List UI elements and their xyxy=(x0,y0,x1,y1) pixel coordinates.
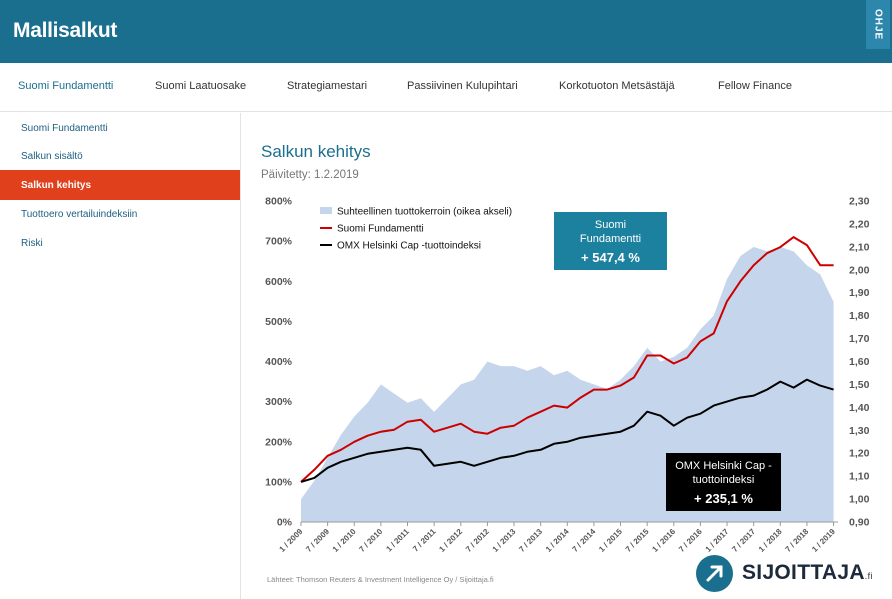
y-left-tick-label: 800% xyxy=(265,196,293,208)
legend-label: Suhteellinen tuottokerroin (oikea akseli… xyxy=(337,207,512,218)
index-return-callout: OMX Helsinki Cap - tuottoindeksi + 235,1… xyxy=(666,453,781,511)
tab-suomi-laatuosake[interactable]: Suomi Laatuosake xyxy=(155,80,247,92)
x-tick-label: 7 / 2015 xyxy=(624,527,651,554)
x-tick-label: 1 / 2016 xyxy=(650,527,677,554)
help-tab[interactable]: OHJE xyxy=(866,0,890,49)
sidebar-item-salkun-sisalto[interactable]: Salkun sisältö xyxy=(21,151,83,162)
x-tick-label: 7 / 2009 xyxy=(304,527,331,554)
y-left-tick-label: 100% xyxy=(265,476,293,488)
x-tick-label: 1 / 2017 xyxy=(704,527,731,554)
y-right-tick-label: 2,30 xyxy=(849,196,870,208)
y-right-tick-label: 1,50 xyxy=(849,379,870,391)
y-left-tick-label: 0% xyxy=(277,517,293,529)
legend-swatch-area xyxy=(320,207,332,214)
callout-value: + 547,4 % xyxy=(581,250,640,265)
x-tick-label: 7 / 2016 xyxy=(677,527,704,554)
x-tick-label: 7 / 2014 xyxy=(571,527,598,554)
tab-fellow-finance[interactable]: Fellow Finance xyxy=(718,80,792,92)
app-title: Mallisalkut xyxy=(13,19,118,42)
logo-suffix: .fi xyxy=(864,571,873,581)
callout-line1: OMX Helsinki Cap - xyxy=(675,460,772,472)
portfolio-tabs: Suomi Fundamentti Suomi Laatuosake Strat… xyxy=(0,63,892,112)
main-content: Salkun kehitys Päivitetty: 1.2.2019 800%… xyxy=(241,113,892,599)
x-tick-label: 7 / 2012 xyxy=(464,527,491,554)
omx-helsinki-cap-line xyxy=(300,378,834,483)
y-right-tick-label: 1,90 xyxy=(849,287,870,299)
y-left-tick-label: 400% xyxy=(265,356,293,368)
callout-value: + 235,1 % xyxy=(694,491,753,506)
callout-line2: tuottoindeksi xyxy=(692,474,755,486)
app-header: Mallisalkut OHJE xyxy=(0,0,892,63)
sidebar-item-tuottoero[interactable]: Tuottoero vertailuindeksiin xyxy=(21,209,138,220)
x-tick-label: 7 / 2018 xyxy=(784,527,811,554)
x-tick-label: 7 / 2013 xyxy=(517,527,544,554)
x-tick-label: 1 / 2012 xyxy=(437,527,464,554)
y-left-tick-label: 600% xyxy=(265,276,293,288)
y-right-tick-label: 2,20 xyxy=(849,218,870,230)
y-left-tick-label: 700% xyxy=(265,236,293,248)
x-tick-label: 1 / 2013 xyxy=(491,527,518,554)
x-tick-label: 1 / 2011 xyxy=(384,527,411,554)
y-left-tick-label: 200% xyxy=(265,436,293,448)
y-right-tick-label: 1,20 xyxy=(849,448,870,460)
y-right-tick-label: 1,10 xyxy=(849,471,870,483)
y-right-tick-label: 1,30 xyxy=(849,425,870,437)
y-left-tick-label: 500% xyxy=(265,316,293,328)
tab-suomi-fundamentti[interactable]: Suomi Fundamentti xyxy=(18,80,114,92)
legend-label: Suomi Fundamentti xyxy=(337,224,424,235)
y-right-tick-label: 1,80 xyxy=(849,310,870,322)
x-tick-label: 1 / 2015 xyxy=(597,527,624,554)
y-right-tick-label: 1,00 xyxy=(849,494,870,506)
updated-date: Päivitetty: 1.2.2019 xyxy=(261,169,359,181)
legend-label: OMX Helsinki Cap -tuottoindeksi xyxy=(337,241,481,252)
y-right-tick-label: 2,00 xyxy=(849,264,870,276)
page-title: Salkun kehitys xyxy=(261,142,371,161)
sidebar-item-salkun-kehitys[interactable]: Salkun kehitys xyxy=(0,170,240,200)
y-right-tick-label: 1,40 xyxy=(849,402,870,414)
logo-text: SIJOITTAJA.fi xyxy=(742,561,873,585)
source-note: Lähteet: Thomson Reuters & Investment In… xyxy=(267,575,494,584)
sidebar: Suomi Fundamentti Salkun sisältö Salkun … xyxy=(0,113,241,599)
sidebar-item-riski[interactable]: Riski xyxy=(21,238,43,249)
y-right-tick-label: 0,90 xyxy=(849,517,870,529)
suomi-fundamentti-line xyxy=(300,236,834,483)
chart-legend: Suhteellinen tuottokerroin (oikea akseli… xyxy=(320,207,512,252)
callout-line1: Suomi xyxy=(594,219,627,231)
x-tick-label: 1 / 2018 xyxy=(757,527,784,554)
sijoittaja-logo[interactable]: SIJOITTAJA.fi xyxy=(696,554,873,592)
x-tick-label: 1 / 2009 xyxy=(278,527,305,554)
x-tick-label: 1 / 2010 xyxy=(331,527,358,554)
y-right-tick-label: 1,60 xyxy=(849,356,870,368)
tab-korkotuoton-metsastaja[interactable]: Korkotuoton Metsästäjä xyxy=(559,80,675,92)
x-tick-label: 7 / 2010 xyxy=(357,527,384,554)
line-layer xyxy=(300,236,834,483)
x-tick-label: 1 / 2019 xyxy=(810,527,837,554)
sidebar-item-suomi-fundamentti[interactable]: Suomi Fundamentti xyxy=(21,123,108,134)
x-tick-label: 1 / 2014 xyxy=(544,527,571,554)
x-tick-label: 7 / 2011 xyxy=(411,527,438,554)
y-left-tick-label: 300% xyxy=(265,396,293,408)
callout-line2: Fundamentti xyxy=(579,233,642,245)
portfolio-return-callout: Suomi Fundamentti + 547,4 % xyxy=(554,212,667,270)
logo-name: SIJOITTAJA xyxy=(742,561,865,584)
arrow-up-right-icon xyxy=(696,554,733,592)
x-tick-label: 7 / 2017 xyxy=(730,527,757,554)
tab-passiivinen-kulupihtari[interactable]: Passiivinen Kulupihtari xyxy=(407,80,518,92)
tab-strategiamestari[interactable]: Strategiamestari xyxy=(287,80,368,92)
y-right-tick-label: 2,10 xyxy=(849,241,870,253)
y-right-tick-label: 1,70 xyxy=(849,333,870,345)
performance-chart: 800% 700% 600% 500% 400% 300% 200% 100% 0% 2,30 2,… xyxy=(265,196,870,554)
